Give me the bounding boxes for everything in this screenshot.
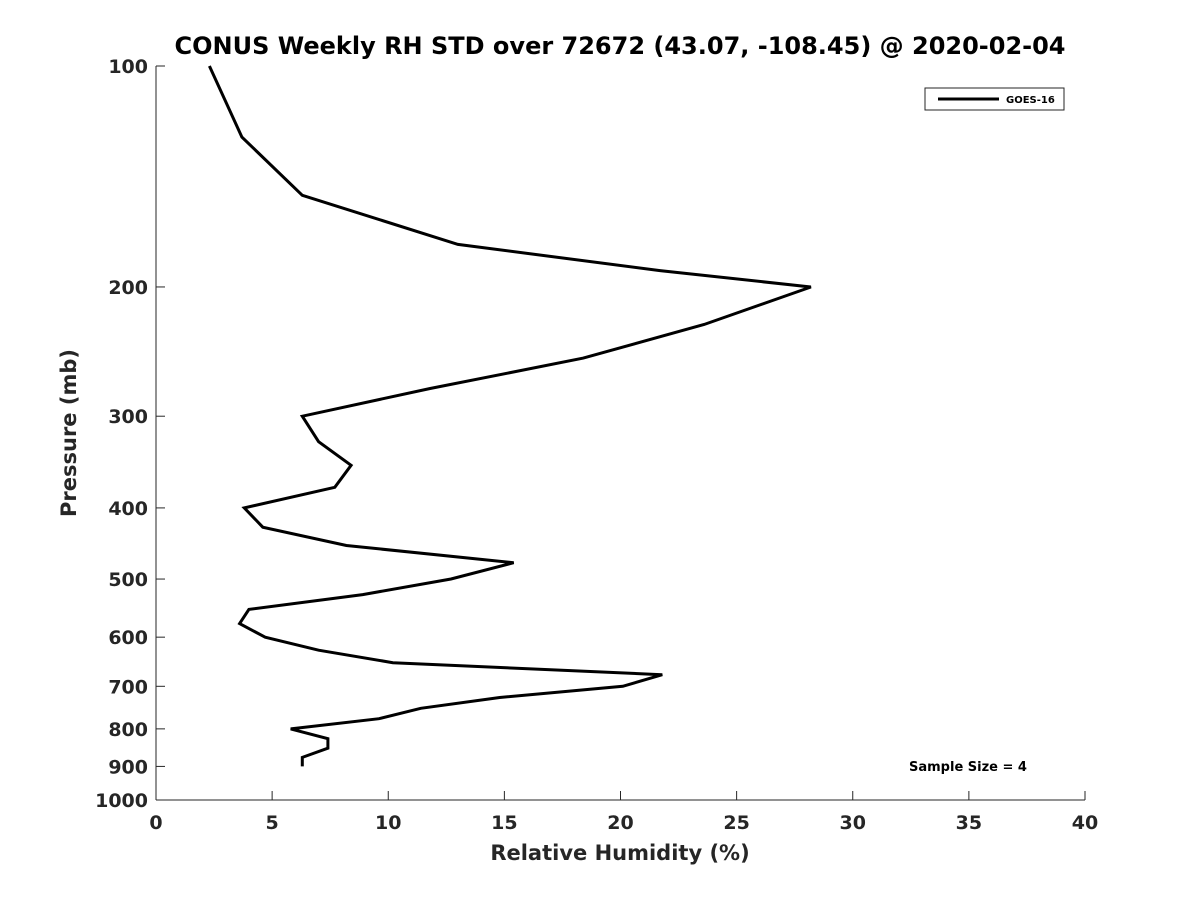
series-line-goes-16 [208,65,812,767]
x-tick-label: 25 [723,812,749,834]
x-tick-label: 20 [607,812,633,834]
y-tick-label: 300 [108,406,148,428]
y-tick-label: 500 [108,569,148,591]
x-tick-label: 15 [491,812,517,834]
y-ticks: 100 200 300 400 500 600 700 800 900 1000 [95,56,165,812]
x-tick-label: 35 [956,812,982,834]
y-tick-label: 700 [108,676,148,698]
x-ticks: 0 5 10 15 20 25 30 35 40 [149,791,1098,834]
x-tick-label: 5 [266,812,279,834]
series-layer [208,65,812,767]
x-tick-label: 40 [1072,812,1098,834]
x-axis-label: Relative Humidity (%) [490,841,749,865]
legend-label-goes-16: GOES-16 [1006,95,1055,106]
y-tick-label: 400 [108,498,148,520]
x-tick-label: 30 [840,812,866,834]
legend: GOES-16 [924,87,1065,111]
axes [155,66,1085,801]
y-tick-label: 900 [108,756,148,778]
chart-title: CONUS Weekly RH STD over 72672 (43.07, -… [174,32,1065,60]
y-tick-label: 200 [108,277,148,299]
sample-size-annotation: Sample Size = 4 [909,760,1027,775]
y-tick-label: 1000 [95,790,148,812]
x-tick-label: 10 [375,812,401,834]
y-tick-label: 600 [108,627,148,649]
y-tick-label: 800 [108,719,148,741]
y-tick-label: 100 [108,56,148,78]
y-axis-label: Pressure (mb) [57,349,81,517]
x-tick-label: 0 [149,812,162,834]
